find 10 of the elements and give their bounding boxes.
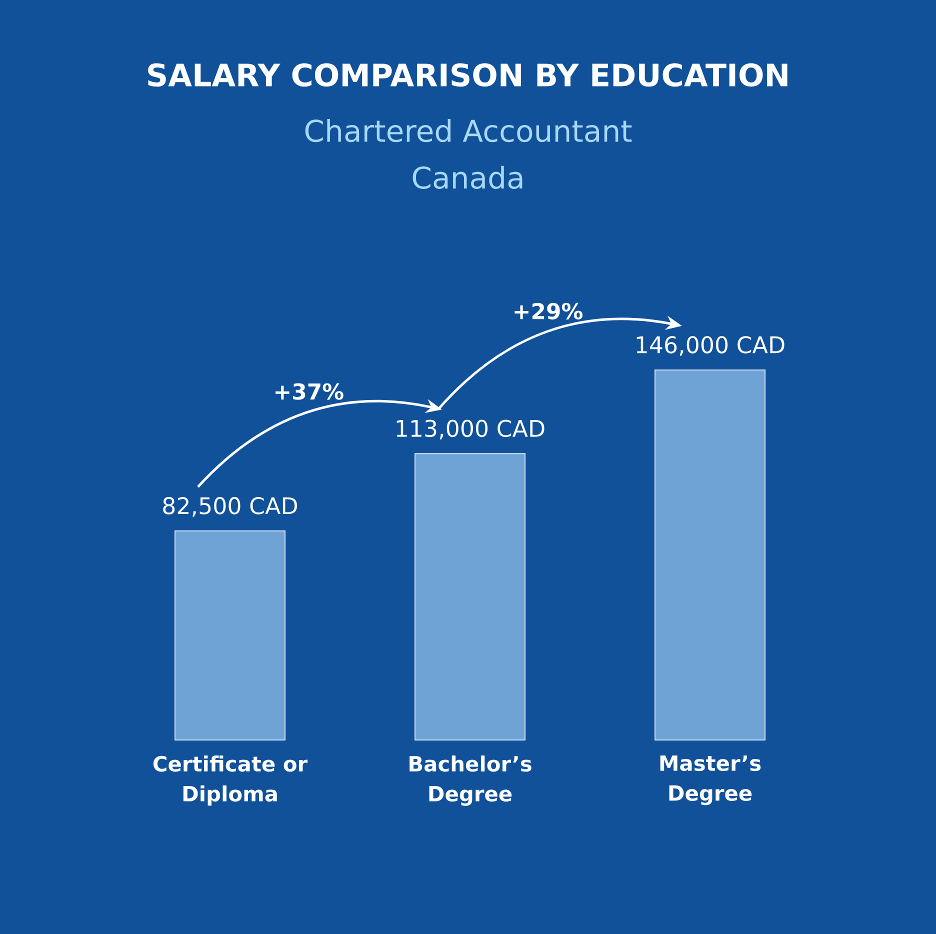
x-tick-label: Master’s Degree <box>660 756 761 806</box>
x-tick-label: Certificate or Diploma <box>153 756 308 806</box>
data-label: 146,000 CAD <box>636 336 784 356</box>
chart-title: SALARY COMPARISON BY EDUCATION <box>148 63 788 87</box>
data-label: 113,000 CAD <box>396 420 544 440</box>
x-tick-label: Bachelor’s Degree <box>410 756 532 806</box>
annotation: +37% <box>276 383 344 400</box>
text: +29% <box>514 302 583 320</box>
chart-subtitle: Chartered Accountant Canada <box>305 119 632 189</box>
data-label: 82,500 CAD <box>163 497 297 517</box>
